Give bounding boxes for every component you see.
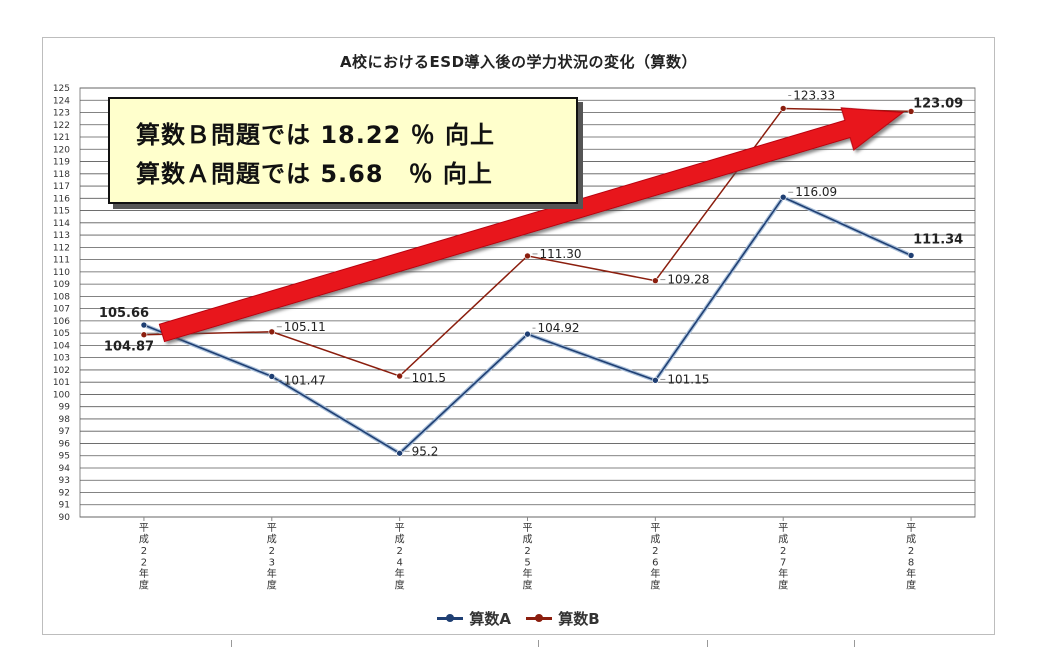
series-a-point	[652, 377, 659, 384]
y-tick-label: 122	[53, 121, 70, 131]
series-a-data-label: 95.2	[412, 444, 439, 458]
y-tick-label: 118	[53, 170, 70, 180]
series-a-point	[268, 373, 276, 380]
y-tick-label: 95	[59, 452, 70, 462]
series-a-point	[907, 252, 915, 259]
series-a-point	[140, 321, 148, 329]
y-tick-label: 105	[53, 329, 70, 339]
y-tick-label: 113	[53, 231, 70, 241]
legend-swatch-b	[526, 614, 553, 622]
series-b-point	[268, 328, 276, 336]
legend-label-a: 算数A	[469, 610, 511, 628]
y-tick-label: 109	[53, 280, 70, 290]
y-tick-label: 90	[59, 513, 71, 523]
annotation-box: 算数Ｂ問題では 18.22 ％ 向上 算数Ａ問題では 5.68 ％ 向上	[108, 97, 578, 204]
x-tick-label: 平成 2 5 年度	[523, 523, 533, 592]
legend-item-series-b: 算数B	[526, 608, 600, 629]
series-b-data-label: 101.5	[412, 371, 446, 385]
series-a-data-label: 101.47	[284, 373, 326, 387]
annotation-line-b: 算数Ｂ問題では 18.22 ％ 向上	[136, 121, 495, 149]
series-b-data-label: 111.30	[540, 247, 582, 261]
series-b-point	[652, 277, 659, 284]
legend-swatch-a	[437, 614, 464, 622]
y-tick-label: 91	[59, 501, 70, 511]
x-tick-label: 平成 2 4 年度	[395, 523, 405, 592]
y-tick-label: 92	[59, 488, 70, 498]
series-b-point	[140, 331, 148, 339]
x-tick-label: 平成 2 6 年度	[650, 523, 660, 592]
x-tick-label: 平成 2 7 年度	[778, 523, 788, 592]
series-a-point	[779, 193, 787, 201]
y-tick-label: 108	[53, 292, 70, 302]
series-b-point	[396, 372, 403, 380]
x-tick-label: 平成 2 2 年度	[139, 523, 149, 592]
y-tick-label: 93	[59, 476, 70, 486]
y-tick-label: 96	[59, 439, 71, 449]
series-a-data-label: 111.34	[913, 232, 963, 247]
series-b-data-label: 104.87	[104, 340, 154, 355]
y-tick-label: 116	[53, 194, 70, 204]
series-a-data-label: 105.66	[99, 306, 149, 321]
y-tick-label: 119	[53, 158, 70, 168]
y-tick-label: 104	[53, 341, 70, 351]
series-b-data-label: 123.33	[793, 88, 835, 102]
legend: 算数A 算数B	[0, 606, 1037, 629]
series-a-line	[143, 196, 912, 455]
annotation-line-a: 算数Ａ問題では 5.68 ％ 向上	[136, 160, 493, 188]
trend-arrow-shape	[158, 107, 905, 343]
legend-item-series-a: 算数A	[437, 608, 511, 629]
y-tick-label: 100	[53, 390, 70, 400]
y-tick-label: 94	[59, 464, 71, 474]
y-tick-label: 125	[53, 84, 70, 94]
series-b-data-label: 105.11	[284, 320, 326, 334]
y-tick-label: 111	[53, 256, 70, 266]
legend-label-b: 算数B	[558, 610, 600, 628]
y-tick-label: 110	[53, 268, 70, 278]
series-b-point	[779, 105, 787, 112]
y-tick-label: 120	[53, 145, 70, 155]
y-tick-label: 121	[53, 133, 70, 143]
x-tick-label: 平成 2 8 年度	[906, 523, 916, 592]
y-tick-label: 102	[53, 366, 70, 376]
y-tick-label: 115	[53, 207, 70, 217]
series-a-data-label: 101.15	[667, 372, 709, 386]
y-tick-label: 103	[53, 354, 70, 364]
y-tick-label: 106	[53, 317, 70, 327]
y-tick-label: 97	[59, 427, 70, 437]
series-b-data-label: 123.09	[913, 96, 963, 111]
x-tick-label: 平成 2 3 年度	[267, 523, 277, 592]
y-tick-label: 123	[53, 109, 70, 119]
series-a-data-label: 116.09	[795, 185, 837, 199]
y-tick-label: 107	[53, 305, 70, 315]
chart-title: A校におけるESD導入後の学力状況の変化（算数）	[339, 53, 698, 71]
y-tick-label: 112	[53, 243, 70, 253]
series-a-point	[396, 449, 403, 457]
trend-arrow	[158, 107, 905, 343]
series-b-data-label: 109.28	[667, 273, 709, 287]
series-b-point	[524, 252, 531, 260]
y-tick-label: 114	[53, 219, 70, 229]
y-tick-label: 117	[53, 182, 70, 192]
series-a-halo	[143, 194, 912, 456]
y-tick-label: 98	[59, 415, 71, 425]
y-tick-label: 99	[59, 403, 71, 413]
y-tick-label: 124	[53, 96, 70, 106]
series-a-point	[524, 330, 531, 338]
series-b-point	[907, 108, 915, 115]
series-a-data-label: 104.92	[538, 321, 580, 335]
y-tick-label: 101	[53, 378, 70, 388]
